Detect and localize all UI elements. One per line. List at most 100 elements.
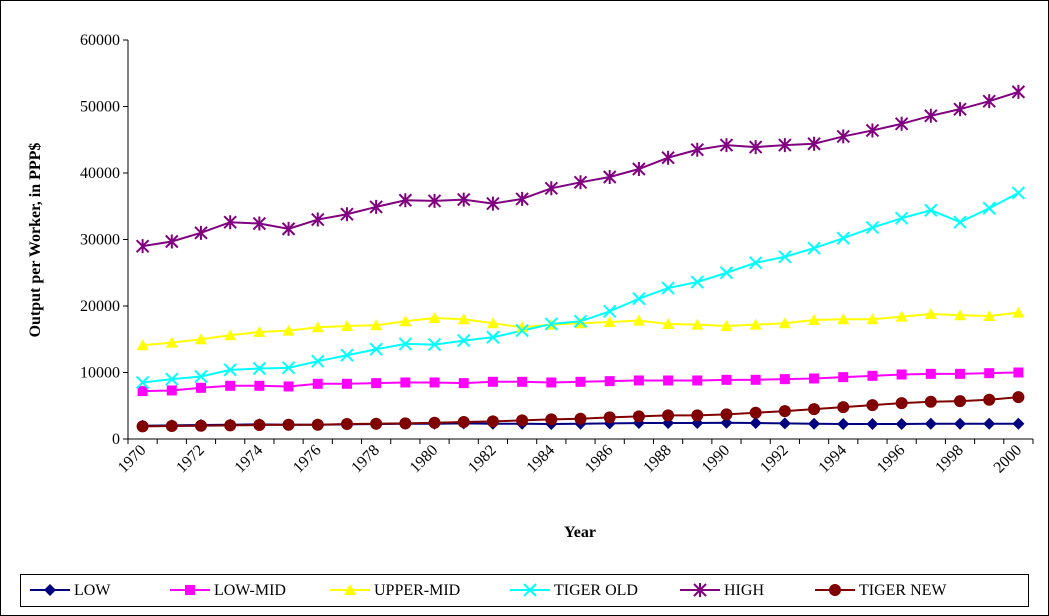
marker bbox=[398, 193, 413, 208]
marker bbox=[165, 372, 179, 386]
marker bbox=[194, 369, 208, 384]
marker bbox=[720, 319, 733, 331]
marker bbox=[719, 138, 734, 153]
marker bbox=[807, 136, 821, 151]
marker bbox=[778, 417, 791, 430]
marker bbox=[661, 281, 675, 295]
y-axis-title: Output per Worker, in PPP$ bbox=[27, 143, 44, 338]
marker bbox=[457, 333, 471, 348]
marker bbox=[544, 181, 559, 196]
marker bbox=[371, 378, 382, 389]
marker bbox=[953, 102, 967, 117]
y-tick-label: 50000 bbox=[80, 99, 120, 116]
marker bbox=[1013, 367, 1024, 378]
marker bbox=[866, 399, 879, 412]
marker bbox=[136, 420, 149, 433]
marker bbox=[225, 380, 236, 391]
marker bbox=[633, 375, 644, 386]
marker bbox=[1012, 391, 1025, 404]
marker bbox=[749, 406, 762, 419]
marker bbox=[896, 369, 907, 380]
x-axis-title: Year bbox=[564, 524, 596, 541]
marker bbox=[165, 336, 178, 348]
marker bbox=[487, 376, 498, 387]
marker bbox=[223, 363, 237, 377]
marker bbox=[1012, 306, 1025, 318]
marker bbox=[983, 393, 996, 406]
legend-label: LOW bbox=[74, 582, 111, 599]
marker bbox=[165, 420, 178, 433]
marker bbox=[457, 416, 470, 429]
marker bbox=[344, 584, 356, 595]
marker bbox=[690, 275, 704, 289]
legend-label: HIGH bbox=[724, 582, 764, 599]
marker bbox=[517, 376, 528, 387]
marker bbox=[254, 380, 265, 391]
marker bbox=[428, 311, 441, 323]
marker bbox=[194, 333, 207, 345]
marker bbox=[924, 108, 938, 123]
marker bbox=[1011, 84, 1026, 99]
marker bbox=[984, 368, 995, 379]
marker bbox=[340, 207, 354, 222]
legend-label: TIGER NEW bbox=[859, 582, 947, 599]
marker bbox=[924, 307, 937, 319]
marker bbox=[340, 348, 354, 362]
marker bbox=[224, 419, 237, 432]
marker bbox=[428, 416, 441, 429]
marker bbox=[427, 337, 442, 352]
marker bbox=[632, 291, 646, 306]
marker bbox=[194, 225, 208, 240]
marker bbox=[224, 329, 237, 341]
marker bbox=[369, 199, 383, 214]
marker bbox=[748, 140, 763, 155]
marker bbox=[895, 310, 908, 322]
marker bbox=[837, 313, 850, 325]
marker bbox=[953, 215, 967, 229]
marker bbox=[369, 342, 383, 356]
marker bbox=[340, 418, 353, 431]
marker bbox=[253, 325, 266, 337]
marker bbox=[165, 234, 179, 249]
marker bbox=[720, 408, 733, 421]
marker bbox=[895, 397, 908, 410]
marker bbox=[429, 377, 440, 388]
legend-label: LOW-MID bbox=[214, 582, 286, 599]
marker bbox=[837, 418, 850, 431]
marker bbox=[136, 339, 149, 351]
y-tick-label: 10000 bbox=[80, 365, 120, 382]
marker bbox=[194, 419, 207, 432]
marker bbox=[836, 129, 850, 144]
marker bbox=[983, 417, 996, 430]
marker bbox=[924, 203, 938, 217]
marker bbox=[457, 313, 470, 325]
marker bbox=[983, 309, 996, 321]
marker bbox=[866, 418, 879, 431]
marker bbox=[954, 417, 967, 430]
marker bbox=[632, 410, 645, 423]
marker bbox=[283, 381, 294, 392]
marker bbox=[523, 583, 537, 597]
marker bbox=[195, 382, 206, 393]
marker bbox=[400, 377, 411, 388]
marker bbox=[137, 386, 148, 397]
marker bbox=[185, 585, 195, 595]
marker bbox=[311, 354, 325, 368]
marker bbox=[281, 221, 296, 236]
marker bbox=[604, 376, 615, 387]
marker bbox=[894, 116, 909, 131]
marker bbox=[779, 374, 790, 385]
marker bbox=[486, 415, 499, 428]
marker bbox=[807, 241, 821, 255]
marker bbox=[955, 368, 966, 379]
marker bbox=[982, 201, 996, 215]
marker bbox=[311, 321, 324, 333]
marker bbox=[720, 416, 733, 429]
y-tick-label: 30000 bbox=[80, 232, 120, 249]
marker bbox=[252, 216, 267, 231]
marker bbox=[575, 376, 586, 387]
marker bbox=[693, 583, 707, 597]
marker bbox=[1012, 417, 1025, 430]
marker bbox=[427, 193, 442, 208]
